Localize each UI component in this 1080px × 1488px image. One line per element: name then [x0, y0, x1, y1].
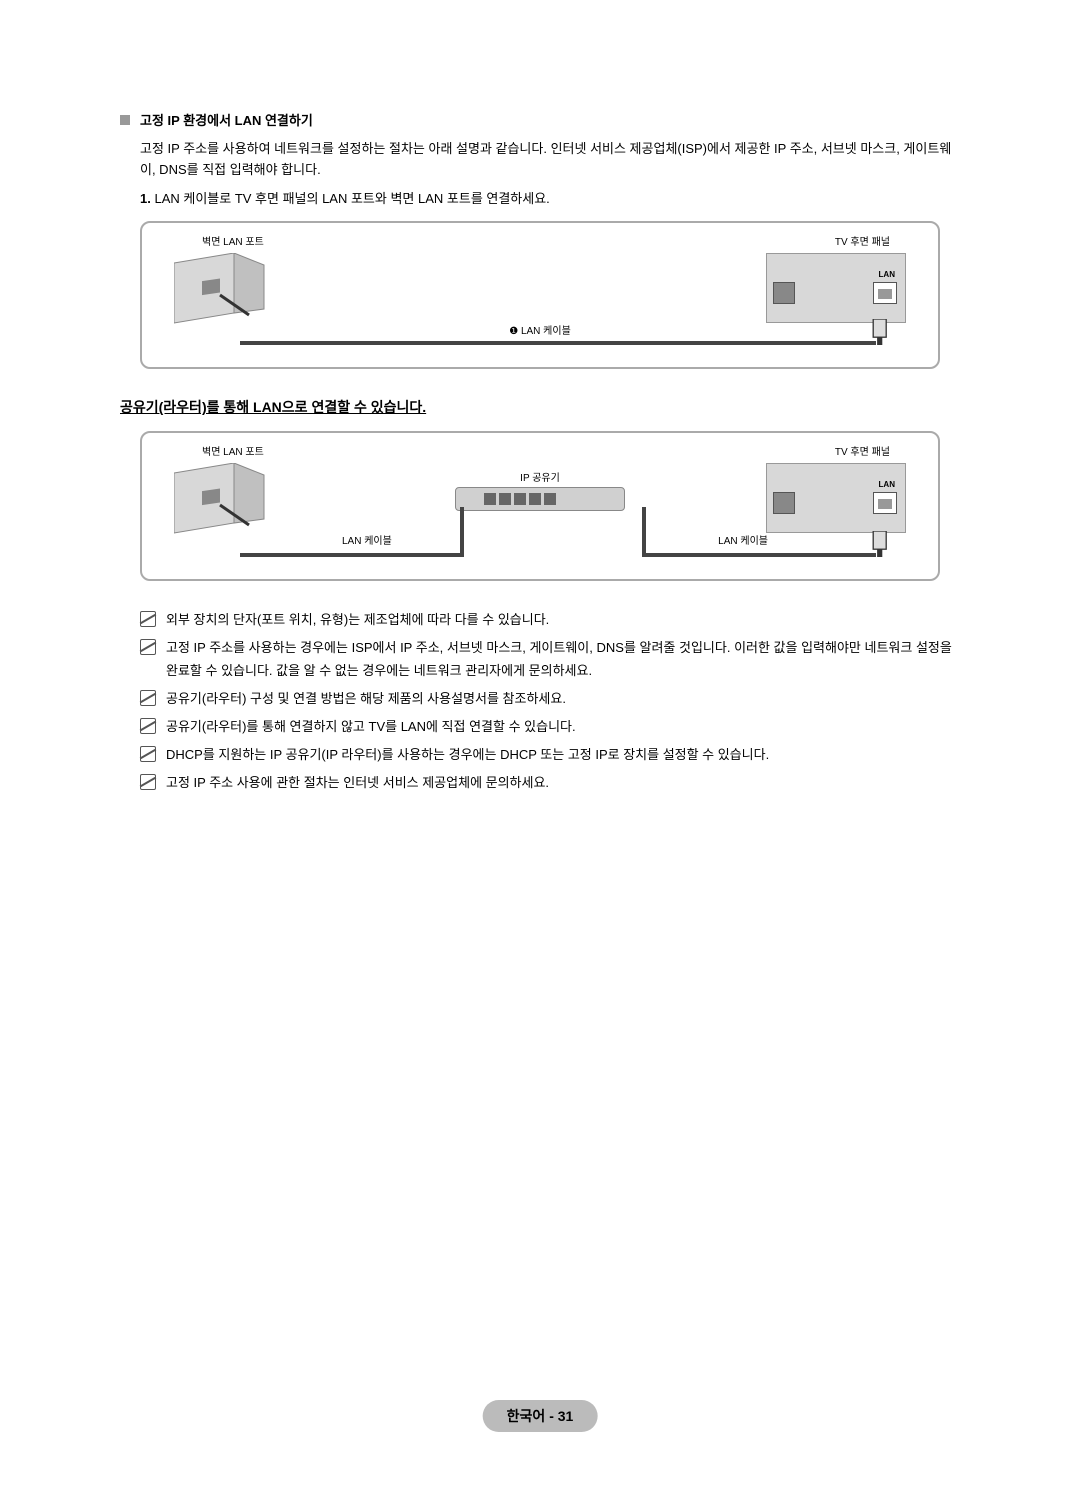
lan-port-label-2: LAN — [879, 480, 895, 489]
page-footer: 한국어 - 31 — [483, 1400, 598, 1432]
tv-rear-panel-icon-2: LAN — [766, 463, 906, 533]
note-item: 공유기(라우터)를 통해 연결하지 않고 TV를 LAN에 직접 연결할 수 있… — [140, 716, 960, 738]
note-text: 외부 장치의 단자(포트 위치, 유형)는 제조업체에 따라 다를 수 있습니다… — [166, 609, 960, 631]
cable-label: ❶ LAN 케이블 — [509, 322, 571, 337]
cable-left-line — [240, 553, 460, 557]
note-icon — [140, 639, 156, 655]
section-heading-static-ip: 고정 IP 환경에서 LAN 연결하기 — [120, 110, 960, 129]
router-label: IP 공유기 — [520, 469, 560, 484]
lan-cable-line — [240, 341, 876, 345]
note-item: 공유기(라우터) 구성 및 연결 방법은 해당 제품의 사용설명서를 참조하세요… — [140, 688, 960, 710]
note-text: 공유기(라우터) 구성 및 연결 방법은 해당 제품의 사용설명서를 참조하세요… — [166, 688, 960, 710]
tv-rear-panel-icon: LAN — [766, 253, 906, 323]
tv-panel-label: TV 후면 패널 — [835, 233, 890, 248]
diagram-router-lan: 벽면 LAN 포트 TV 후면 패널 IP 공유기 LAN — [140, 431, 940, 581]
note-item: 외부 장치의 단자(포트 위치, 유형)는 제조업체에 따라 다를 수 있습니다… — [140, 609, 960, 631]
wall-port-label-2: 벽면 LAN 포트 — [202, 443, 264, 458]
audio-port-icon — [773, 282, 795, 304]
step-text: LAN 케이블로 TV 후면 패널의 LAN 포트와 벽면 LAN 포트를 연결… — [154, 191, 549, 206]
note-item: DHCP를 지원하는 IP 공유기(IP 라우터)를 사용하는 경우에는 DHC… — [140, 744, 960, 766]
lan-port-icon-2 — [873, 492, 897, 514]
note-icon — [140, 718, 156, 734]
bullet-icon — [120, 115, 130, 125]
footer-page: 31 — [558, 1408, 574, 1424]
section1-body: 고정 IP 주소를 사용하여 네트워크를 설정하는 절차는 아래 설명과 같습니… — [140, 139, 960, 181]
note-icon — [140, 774, 156, 790]
cable-label-left: LAN 케이블 — [342, 532, 392, 547]
cable-right-up — [642, 507, 646, 557]
note-icon — [140, 611, 156, 627]
wall-port-icon-2 — [174, 463, 266, 543]
note-text: DHCP를 지원하는 IP 공유기(IP 라우터)를 사용하는 경우에는 DHC… — [166, 744, 960, 766]
footer-lang: 한국어 — [507, 1408, 546, 1424]
note-icon — [140, 746, 156, 762]
note-item: 고정 IP 주소 사용에 관한 절차는 인터넷 서비스 제공업체에 문의하세요. — [140, 772, 960, 794]
note-text: 고정 IP 주소를 사용하는 경우에는 ISP에서 IP 주소, 서브넷 마스크… — [166, 637, 960, 681]
note-icon — [140, 690, 156, 706]
note-item: 고정 IP 주소를 사용하는 경우에는 ISP에서 IP 주소, 서브넷 마스크… — [140, 637, 960, 681]
audio-port-icon-2 — [773, 492, 795, 514]
note-text: 고정 IP 주소 사용에 관한 절차는 인터넷 서비스 제공업체에 문의하세요. — [166, 772, 960, 794]
wall-port-icon — [174, 253, 266, 333]
lan-port-label: LAN — [879, 270, 895, 279]
cable-right-line — [646, 553, 876, 557]
router-ports-icon — [484, 493, 556, 505]
notes-list: 외부 장치의 단자(포트 위치, 유형)는 제조업체에 따라 다를 수 있습니다… — [140, 609, 960, 794]
lan-port-icon — [873, 282, 897, 304]
tv-panel-label-2: TV 후면 패널 — [835, 443, 890, 458]
footer-sep: - — [545, 1408, 557, 1424]
router-icon — [455, 487, 625, 511]
step-number: 1. — [140, 191, 151, 206]
heading-text: 고정 IP 환경에서 LAN 연결하기 — [140, 110, 313, 129]
note-text: 공유기(라우터)를 통해 연결하지 않고 TV를 LAN에 직접 연결할 수 있… — [166, 716, 960, 738]
step-1: 1. LAN 케이블로 TV 후면 패널의 LAN 포트와 벽면 LAN 포트를… — [140, 189, 960, 210]
wall-port-label: 벽면 LAN 포트 — [202, 233, 264, 248]
diagram-direct-lan: 벽면 LAN 포트 TV 후면 패널 LAN ❶ LAN 케이블 — [140, 221, 940, 369]
cable-label-right: LAN 케이블 — [718, 532, 768, 547]
cable-left-up — [460, 507, 464, 557]
section-heading-router: 공유기(라우터)를 통해 LAN으로 연결할 수 있습니다. — [120, 397, 960, 417]
